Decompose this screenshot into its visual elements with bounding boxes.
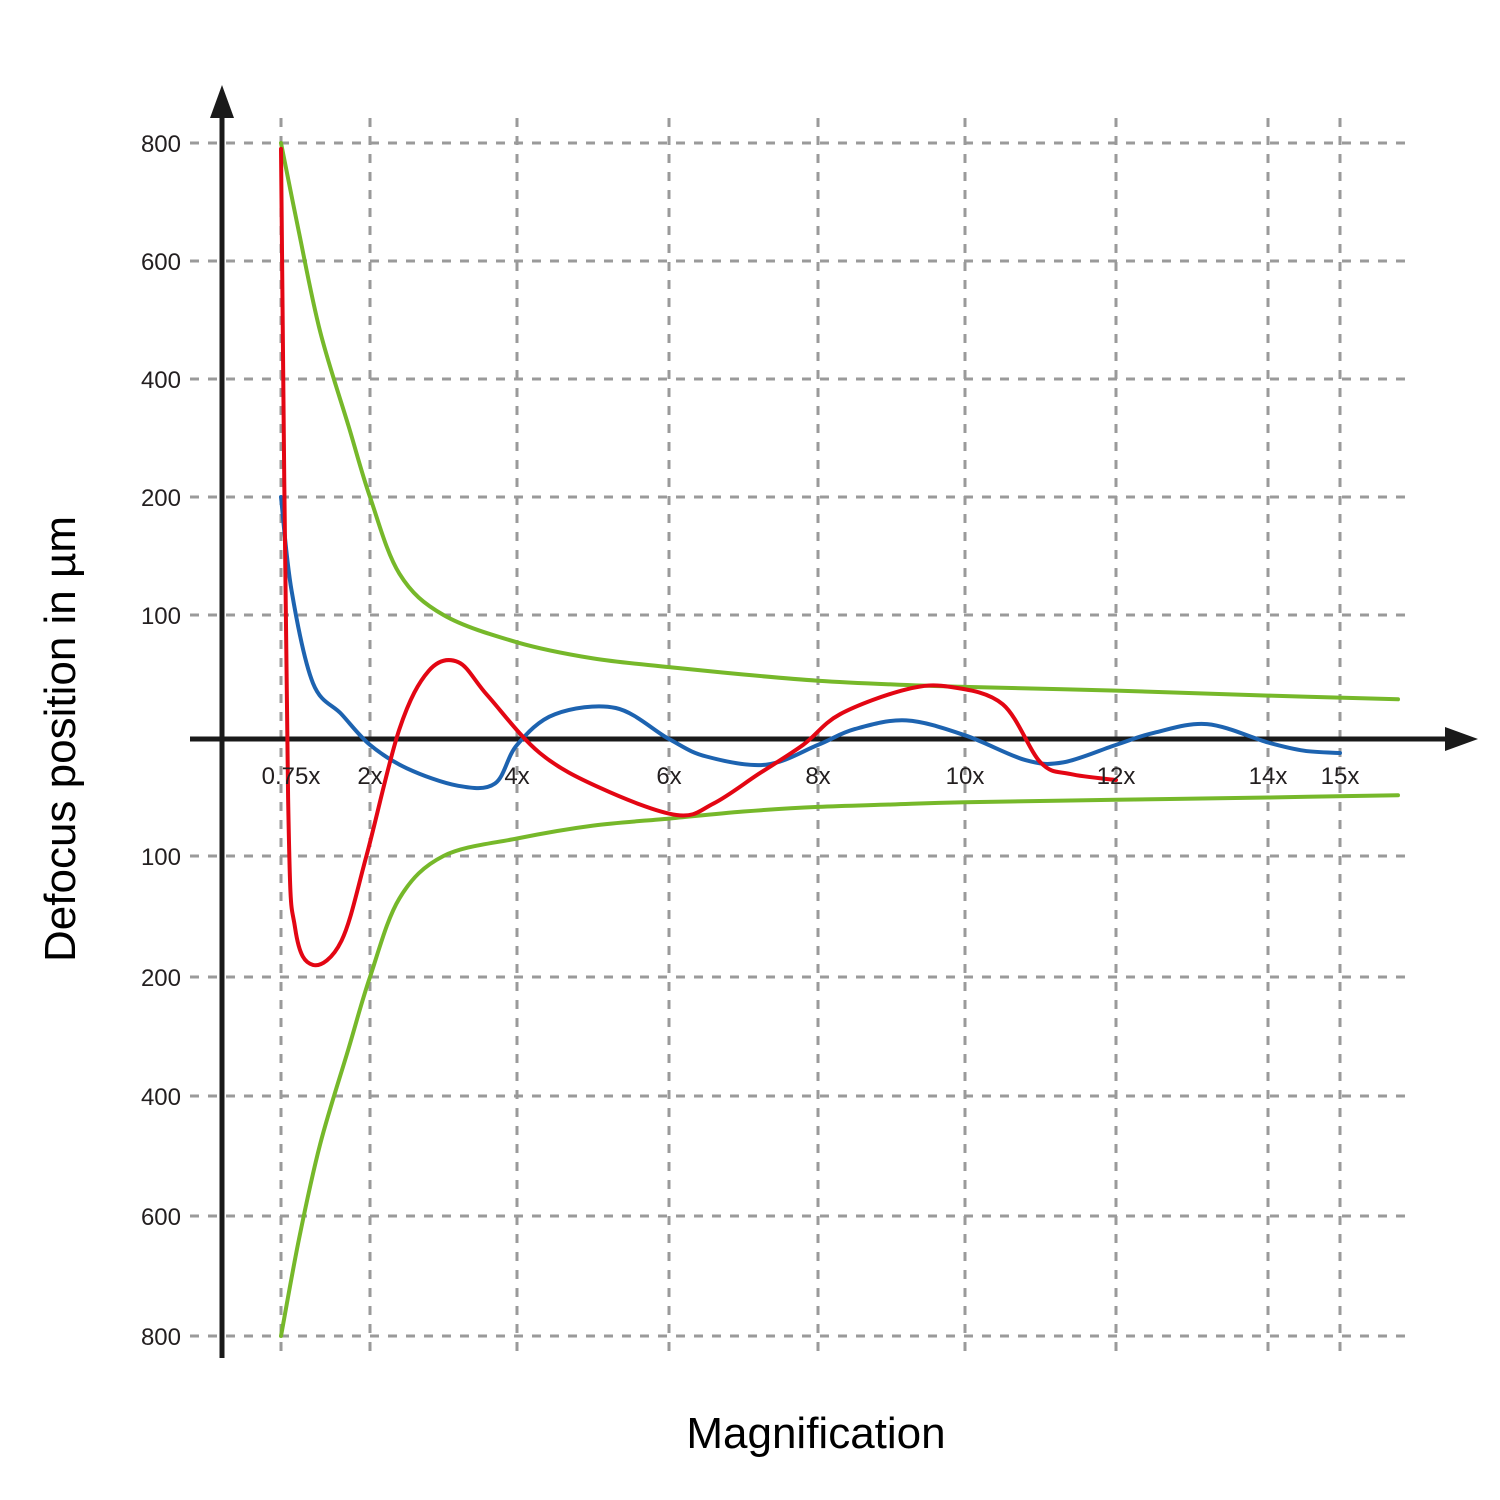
x-tick-label: 8x — [805, 763, 830, 790]
y-axis-arrow — [210, 85, 234, 118]
y-tick-label: 400 — [141, 1084, 181, 1111]
x-tick-label: 10x — [946, 763, 985, 790]
y-tick-label: 600 — [141, 249, 181, 276]
y-tick-label: 800 — [141, 131, 181, 158]
x-tick-label: 15x — [1321, 763, 1360, 790]
x-tick-label: 12x — [1097, 763, 1136, 790]
x-tick-label: 2x — [357, 763, 382, 790]
y-tick-label: 100 — [141, 603, 181, 630]
x-axis-title: Magnification — [686, 1409, 945, 1458]
blue-curve — [279, 495, 1342, 791]
x-tick-label: 14x — [1249, 763, 1288, 790]
y-tick-label: 600 — [141, 1204, 181, 1231]
y-tick-label: 800 — [141, 1324, 181, 1351]
y-tick-label: 200 — [141, 485, 181, 512]
red-curve — [279, 146, 1118, 968]
y-tick-label: 400 — [141, 367, 181, 394]
axes — [190, 85, 1478, 1358]
x-tick-label: 6x — [656, 763, 681, 790]
series — [279, 141, 1400, 1338]
x-axis-arrow — [1445, 727, 1478, 751]
y-tick-label: 100 — [141, 844, 181, 871]
tick-labels: 0.75x 2x 4x 6x 8x 10x 12x 14x 15x 800 600 400 200 100… — [141, 131, 1359, 1351]
x-tick-label: 4x — [504, 763, 529, 790]
lower-envelope-curve — [279, 793, 1400, 1338]
y-tick-label: 200 — [141, 965, 181, 992]
upper-envelope-curve — [279, 141, 1400, 702]
x-tick-label: 0.75x — [262, 763, 321, 790]
y-axis-title: Defocus position in µm — [36, 516, 85, 962]
